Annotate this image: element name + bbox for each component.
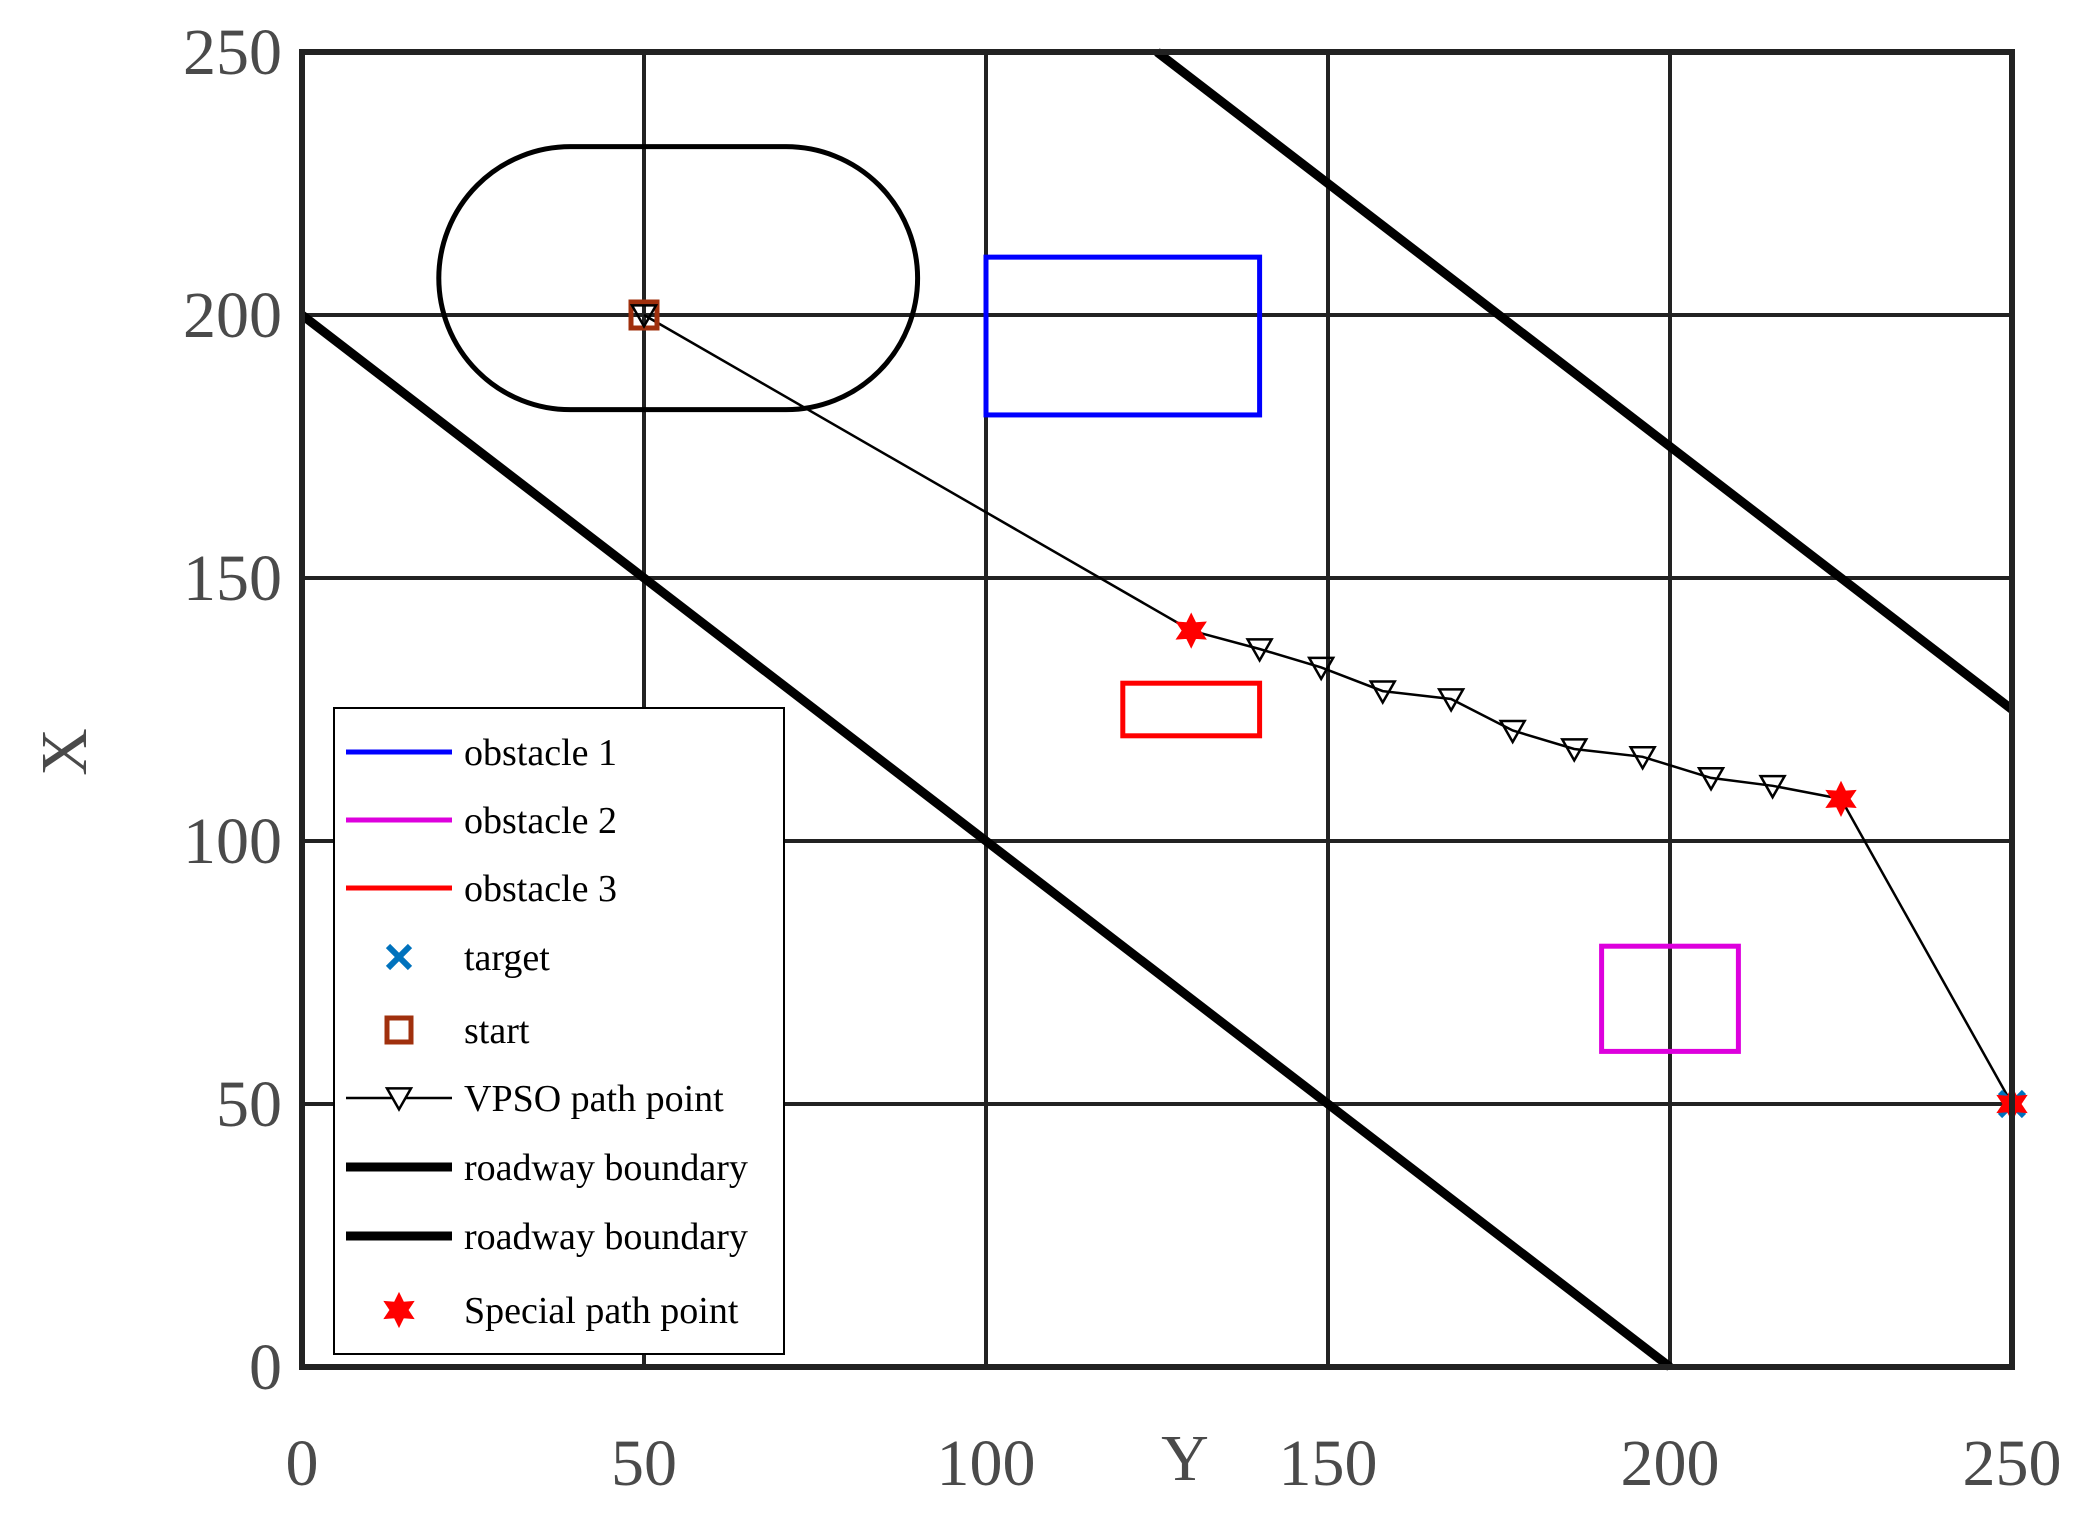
x-tick-label: 200 xyxy=(1621,1427,1720,1500)
stadium-obstacle xyxy=(436,144,921,413)
legend-label-start: start xyxy=(464,1010,530,1052)
plot-frame xyxy=(299,49,2015,1370)
special-path-point xyxy=(1175,612,1207,649)
vpso-path-point xyxy=(1696,767,1726,792)
roadway-boundary-line xyxy=(1154,48,2015,714)
vpso-path-point xyxy=(1758,774,1787,800)
obstacle-2-rect xyxy=(1599,943,1741,1054)
legend: obstacle 1 obstacle 2 obstacle 3 target star… xyxy=(333,707,785,1355)
legend-label-obstacle3: obstacle 3 xyxy=(464,868,617,910)
roadway-boundaries xyxy=(299,48,2015,1371)
vpso-path xyxy=(643,313,2014,1105)
legend-label-special: Special path point xyxy=(464,1290,739,1332)
legend-swatch-start xyxy=(384,1015,414,1045)
x-tick-label: 250 xyxy=(1963,1427,2062,1500)
x-tick-label: 150 xyxy=(1279,1427,1378,1500)
special-path-point xyxy=(1825,780,1857,818)
legend-label-target: target xyxy=(464,937,550,979)
vpso-path-point xyxy=(1436,688,1466,713)
vpso-path-point xyxy=(1628,745,1657,771)
x-tick-label: 50 xyxy=(611,1427,677,1500)
vpso-path-point xyxy=(1368,680,1397,706)
y-axis-label: X xyxy=(28,728,101,776)
vpso-path-point xyxy=(1498,719,1527,745)
legend-swatch-target xyxy=(385,943,413,971)
legend-label-boundary2: roadway boundary xyxy=(464,1216,748,1258)
vpso-path-point xyxy=(1560,738,1589,763)
x-tick-label: 100 xyxy=(937,1427,1036,1500)
y-tick-label: 150 xyxy=(183,542,282,615)
legend-label-path: VPSO path point xyxy=(464,1078,724,1120)
y-tick-label: 50 xyxy=(216,1068,282,1141)
legend-label-boundary1: roadway boundary xyxy=(464,1147,748,1189)
vpso-path-point xyxy=(1245,638,1274,663)
tick-labels: 0 50 100 150 200 250 0 50 100 150 200 250 xyxy=(183,16,2062,1500)
x-axis-label: Y xyxy=(1161,1422,1209,1495)
y-tick-label: 250 xyxy=(183,16,282,89)
legend-label-obstacle1: obstacle 1 xyxy=(464,732,617,774)
y-tick-label: 100 xyxy=(183,805,282,878)
obstacle-1-rect xyxy=(983,254,1263,418)
obstacles xyxy=(436,144,1741,1054)
y-tick-label: 200 xyxy=(183,279,282,352)
roadway-boundary-line xyxy=(299,311,1673,1371)
legend-swatch-special xyxy=(383,1291,415,1329)
obstacle-3-rect xyxy=(1120,680,1263,739)
y-tick-label: 0 xyxy=(249,1331,282,1404)
vpso-path-point xyxy=(1307,656,1336,682)
x-tick-label: 0 xyxy=(286,1427,319,1500)
vpso-path-point xyxy=(629,304,659,329)
vpso-path-line xyxy=(643,313,2014,1105)
legend-swatch-path-marker xyxy=(384,1087,414,1112)
legend-label-obstacle2: obstacle 2 xyxy=(464,800,617,842)
